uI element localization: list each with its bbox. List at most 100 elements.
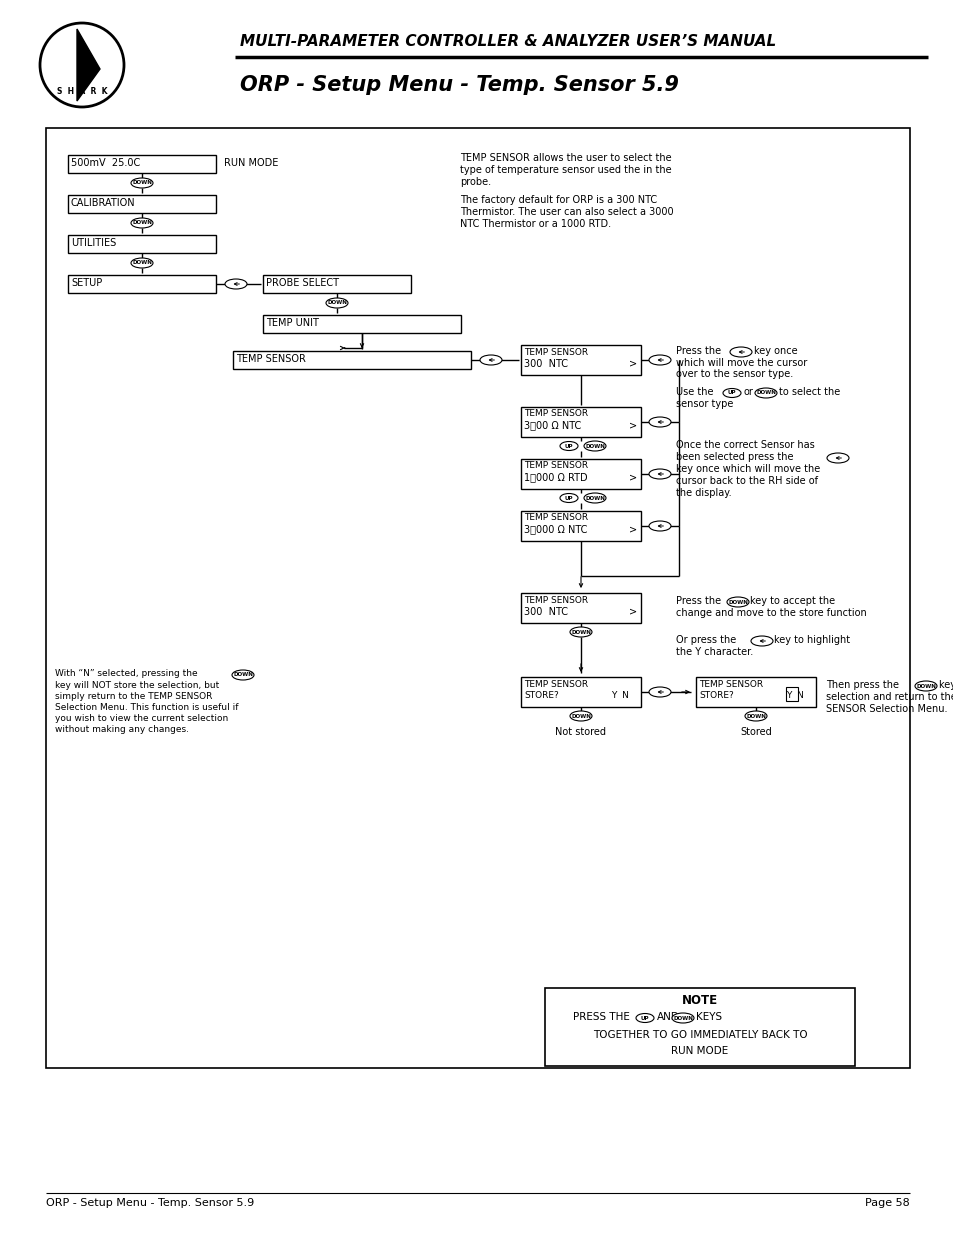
Text: to select the: to select the (779, 387, 840, 396)
Ellipse shape (726, 597, 748, 606)
Text: UP: UP (564, 495, 573, 500)
Text: Y  N: Y N (785, 692, 803, 700)
Text: RUN MODE: RUN MODE (224, 158, 278, 168)
Text: been selected press the: been selected press the (676, 452, 793, 462)
Bar (68, 275, 215, 293)
Ellipse shape (750, 636, 772, 646)
Bar (263, 275, 411, 293)
Bar (520, 408, 640, 437)
Text: simply return to the TEMP SENSOR: simply return to the TEMP SENSOR (55, 692, 213, 701)
Text: ORP - Setup Menu - Temp. Sensor 5.9: ORP - Setup Menu - Temp. Sensor 5.9 (240, 75, 679, 95)
Text: key will NOT store the selection, but: key will NOT store the selection, but (55, 680, 219, 690)
Text: or: or (743, 387, 753, 396)
Text: sensor type: sensor type (676, 399, 733, 409)
Text: key to highlight: key to highlight (773, 635, 849, 645)
Text: TEMP SENSOR: TEMP SENSOR (523, 513, 587, 522)
Ellipse shape (648, 469, 670, 479)
Bar (520, 677, 640, 706)
Text: selection and return to the TEMP: selection and return to the TEMP (825, 692, 953, 701)
Text: TEMP SENSOR: TEMP SENSOR (523, 597, 587, 605)
Text: NOTE: NOTE (681, 994, 718, 1007)
Text: >: > (628, 524, 637, 534)
Text: TEMP SENSOR: TEMP SENSOR (523, 409, 587, 417)
Text: over to the sensor type.: over to the sensor type. (676, 369, 792, 379)
Ellipse shape (583, 493, 605, 503)
Ellipse shape (744, 711, 766, 721)
Text: TEMP SENSOR: TEMP SENSOR (523, 461, 587, 471)
Text: Press the: Press the (676, 597, 720, 606)
Ellipse shape (131, 258, 152, 268)
Ellipse shape (729, 347, 751, 357)
Bar (520, 345, 640, 375)
Text: 300  NTC: 300 NTC (523, 359, 567, 369)
Text: PRESS THE: PRESS THE (573, 1011, 629, 1023)
Ellipse shape (722, 389, 740, 398)
Text: S  H  A  R  K: S H A R K (56, 86, 107, 95)
Text: STORE?: STORE? (523, 692, 558, 700)
Text: SENSOR Selection Menu.: SENSOR Selection Menu. (825, 704, 946, 714)
Text: PROBE SELECT: PROBE SELECT (266, 278, 338, 288)
Text: which will move the cursor: which will move the cursor (676, 358, 806, 368)
Text: 1⏐000 Ω RTD: 1⏐000 Ω RTD (523, 472, 587, 482)
Text: TEMP SENSOR: TEMP SENSOR (235, 354, 306, 364)
Text: DOWN: DOWN (756, 390, 775, 395)
Bar (520, 511, 640, 541)
Ellipse shape (914, 680, 936, 692)
Ellipse shape (826, 453, 848, 463)
Text: 500mV  25.0C: 500mV 25.0C (71, 158, 140, 168)
Text: TEMP UNIT: TEMP UNIT (266, 317, 318, 329)
Ellipse shape (232, 671, 253, 680)
Text: DOWN: DOWN (745, 714, 765, 719)
Text: the Y character.: the Y character. (676, 647, 753, 657)
Text: probe.: probe. (459, 177, 491, 186)
Ellipse shape (648, 521, 670, 531)
Bar (68, 156, 215, 173)
Ellipse shape (479, 354, 501, 366)
Bar (520, 459, 640, 489)
Text: cursor back to the RH side of: cursor back to the RH side of (676, 475, 817, 487)
Text: you wish to view the current selection: you wish to view the current selection (55, 714, 228, 722)
Text: change and move to the store function: change and move to the store function (676, 608, 866, 618)
Bar (544, 988, 854, 1066)
Text: without making any changes.: without making any changes. (55, 725, 189, 734)
Text: CALIBRATION: CALIBRATION (71, 198, 135, 207)
Bar (785, 687, 797, 701)
Text: >: > (628, 472, 637, 482)
Text: UP: UP (564, 443, 573, 448)
Ellipse shape (583, 441, 605, 451)
Bar (68, 195, 215, 212)
Text: DOWN: DOWN (673, 1015, 692, 1020)
Text: Selection Menu. This function is useful if: Selection Menu. This function is useful … (55, 703, 238, 713)
Text: RUN MODE: RUN MODE (671, 1046, 728, 1056)
Ellipse shape (131, 178, 152, 188)
Ellipse shape (648, 417, 670, 427)
Text: >: > (628, 359, 637, 369)
Text: type of temperature sensor used the in the: type of temperature sensor used the in t… (459, 165, 671, 175)
Text: Press the: Press the (676, 346, 720, 356)
Text: AND: AND (657, 1011, 679, 1023)
Ellipse shape (559, 441, 578, 451)
Text: Page 58: Page 58 (864, 1198, 909, 1208)
Text: With “N” selected, pressing the: With “N” selected, pressing the (55, 669, 197, 678)
Text: UP: UP (727, 390, 736, 395)
Text: Then press the: Then press the (825, 680, 898, 690)
Text: TEMP SENSOR: TEMP SENSOR (699, 680, 762, 689)
Text: The factory default for ORP is a 300 NTC: The factory default for ORP is a 300 NTC (459, 195, 657, 205)
Text: Thermistor. The user can also select a 3000: Thermistor. The user can also select a 3… (459, 207, 673, 217)
Text: MULTI-PARAMETER CONTROLLER & ANALYZER USER’S MANUAL: MULTI-PARAMETER CONTROLLER & ANALYZER US… (240, 35, 776, 49)
Bar (68, 235, 215, 253)
Text: DOWN: DOWN (584, 495, 604, 500)
Text: UP: UP (640, 1015, 649, 1020)
Ellipse shape (559, 494, 578, 503)
Text: Y  N: Y N (610, 692, 628, 700)
Bar (263, 315, 460, 333)
Text: the display.: the display. (676, 488, 731, 498)
Text: DOWN: DOWN (327, 300, 347, 305)
Ellipse shape (754, 388, 776, 398)
Text: SETUP: SETUP (71, 278, 102, 288)
Ellipse shape (131, 219, 152, 228)
Text: Not stored: Not stored (555, 727, 606, 737)
Text: DOWN: DOWN (571, 714, 590, 719)
Text: DOWN: DOWN (132, 261, 152, 266)
Text: DOWN: DOWN (584, 443, 604, 448)
